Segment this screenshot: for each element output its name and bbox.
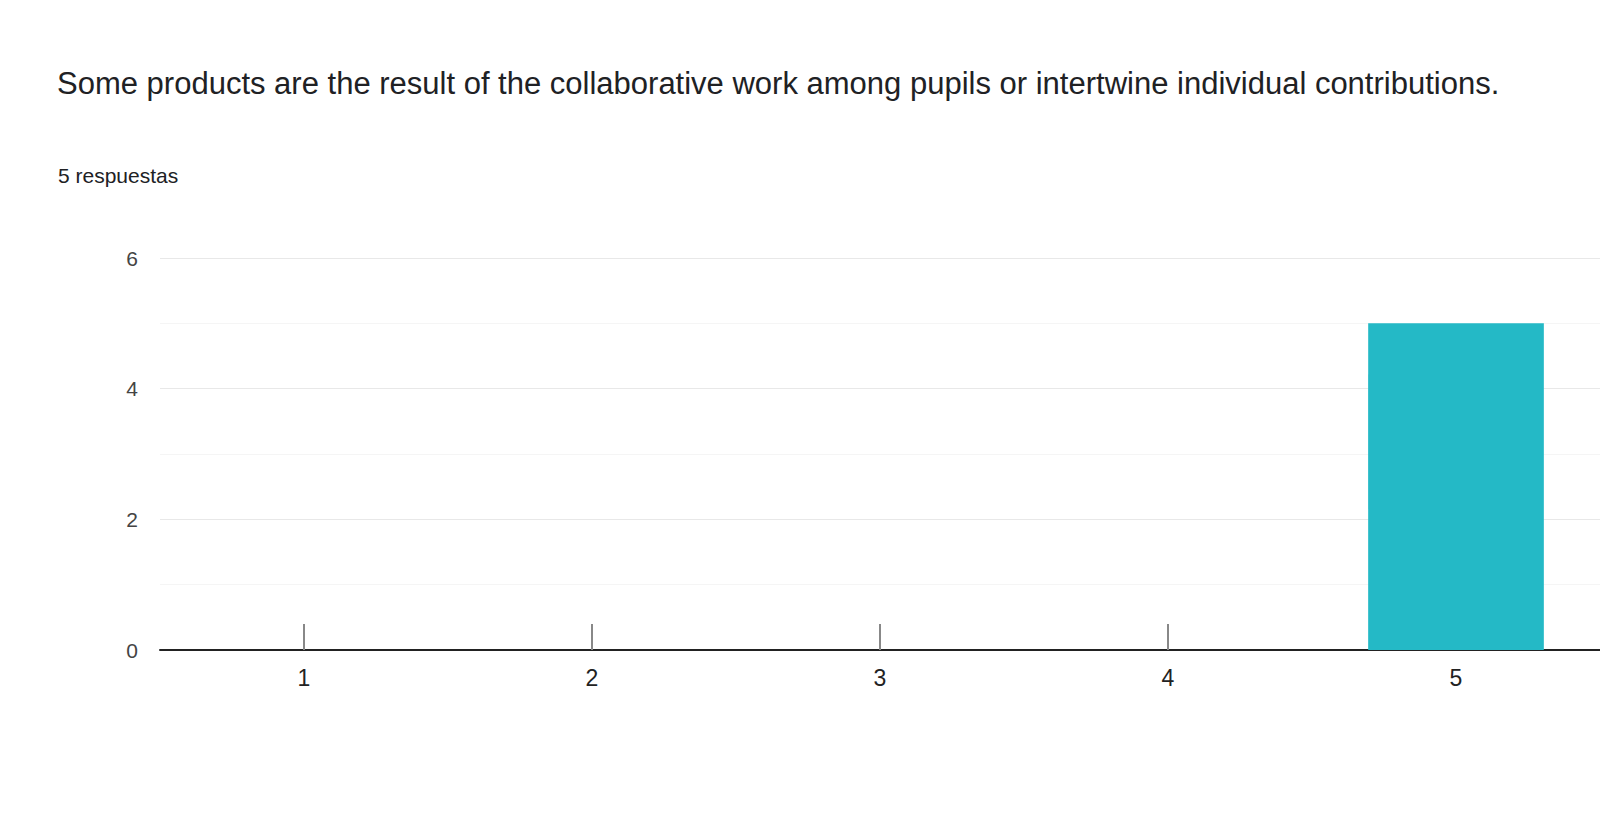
- svg-text:2: 2: [586, 665, 599, 691]
- svg-text:1: 1: [298, 665, 311, 691]
- svg-text:4: 4: [1162, 665, 1175, 691]
- svg-text:6: 6: [126, 247, 138, 270]
- svg-text:4: 4: [126, 377, 138, 400]
- svg-text:0: 0: [126, 639, 138, 662]
- svg-text:5: 5: [1450, 665, 1463, 691]
- svg-text:5 respuestas: 5 respuestas: [58, 164, 178, 187]
- svg-text:3: 3: [874, 665, 887, 691]
- svg-text:2: 2: [126, 508, 138, 531]
- svg-text:Some products are the result o: Some products are the result of the coll…: [57, 66, 1499, 101]
